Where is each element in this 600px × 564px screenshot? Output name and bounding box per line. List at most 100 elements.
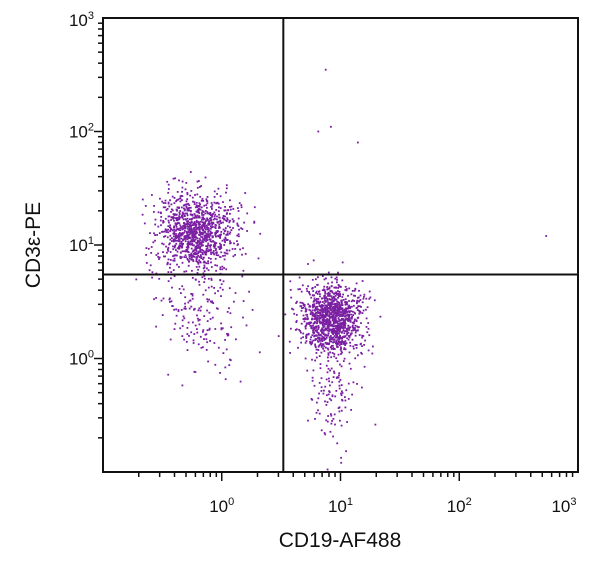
data-point — [302, 304, 305, 307]
data-point — [186, 227, 189, 230]
data-point — [204, 230, 206, 233]
data-point — [171, 286, 173, 289]
data-point — [332, 330, 335, 333]
data-point — [360, 322, 362, 324]
data-point — [313, 303, 316, 306]
data-point — [202, 331, 204, 333]
data-point — [316, 314, 319, 317]
data-point — [172, 239, 175, 241]
data-point — [326, 320, 328, 322]
data-point — [303, 320, 306, 323]
data-point — [315, 348, 318, 351]
data-point — [210, 214, 212, 217]
data-point — [193, 244, 195, 247]
data-point — [312, 339, 315, 342]
data-point — [221, 265, 224, 268]
data-point — [196, 244, 199, 247]
data-point — [341, 327, 343, 329]
data-point — [178, 179, 180, 182]
data-point — [207, 277, 210, 280]
data-point — [295, 328, 298, 331]
data-point — [346, 310, 348, 313]
data-point — [330, 356, 333, 359]
data-point — [357, 141, 359, 144]
data-point — [302, 318, 305, 320]
data-point — [312, 315, 315, 317]
data-point — [220, 222, 222, 224]
data-point — [336, 336, 339, 338]
data-point — [342, 329, 345, 332]
data-point — [216, 264, 218, 267]
data-point — [203, 227, 206, 229]
data-point — [213, 245, 216, 248]
data-point — [310, 336, 312, 339]
data-point — [229, 231, 232, 234]
data-point — [323, 296, 326, 298]
data-point — [344, 344, 346, 346]
data-point — [180, 309, 183, 311]
data-point — [189, 209, 192, 212]
data-point — [337, 307, 340, 310]
data-point — [216, 201, 219, 204]
data-point — [334, 423, 336, 426]
data-point — [351, 321, 354, 324]
data-point — [215, 209, 218, 211]
data-point — [316, 305, 319, 308]
data-point — [321, 289, 324, 292]
data-point — [194, 223, 196, 225]
data-point — [312, 369, 315, 372]
data-point — [224, 254, 226, 257]
data-point — [305, 324, 307, 327]
data-point — [322, 323, 325, 326]
data-point — [314, 312, 317, 315]
data-point — [185, 182, 188, 184]
data-point — [313, 384, 316, 387]
data-point — [316, 318, 319, 321]
data-point — [331, 318, 334, 321]
data-point — [184, 240, 187, 243]
data-point — [198, 212, 201, 214]
data-point — [213, 211, 216, 214]
data-point — [320, 386, 323, 389]
data-point — [190, 190, 193, 192]
data-point — [337, 290, 339, 292]
data-point — [307, 419, 309, 422]
data-point — [210, 202, 213, 204]
data-point — [145, 254, 147, 256]
data-point — [169, 199, 171, 202]
data-point — [170, 300, 173, 303]
data-point — [344, 319, 347, 322]
data-point — [183, 209, 186, 212]
data-point — [169, 242, 171, 245]
data-point — [323, 345, 326, 348]
data-point — [332, 435, 334, 438]
data-point — [326, 326, 329, 328]
data-point — [167, 280, 170, 282]
data-point — [175, 234, 177, 237]
data-point — [178, 222, 181, 225]
data-point — [316, 339, 319, 342]
data-point — [363, 295, 365, 298]
data-point — [228, 364, 231, 366]
data-point — [203, 225, 205, 228]
data-point — [325, 328, 328, 331]
data-point — [306, 290, 309, 292]
data-point — [209, 222, 211, 225]
data-point — [318, 317, 321, 320]
data-point — [228, 232, 231, 235]
data-point — [213, 253, 216, 256]
data-point — [161, 200, 164, 203]
data-point — [330, 125, 332, 128]
data-point — [303, 304, 306, 306]
data-point — [210, 285, 213, 288]
data-point — [344, 330, 347, 333]
data-point — [151, 194, 153, 196]
data-point — [192, 339, 195, 342]
data-point — [237, 207, 239, 209]
data-point — [209, 246, 212, 248]
data-point — [220, 251, 223, 254]
data-point — [208, 298, 210, 301]
data-point — [334, 321, 337, 324]
data-point — [311, 398, 314, 401]
data-point — [188, 335, 190, 337]
